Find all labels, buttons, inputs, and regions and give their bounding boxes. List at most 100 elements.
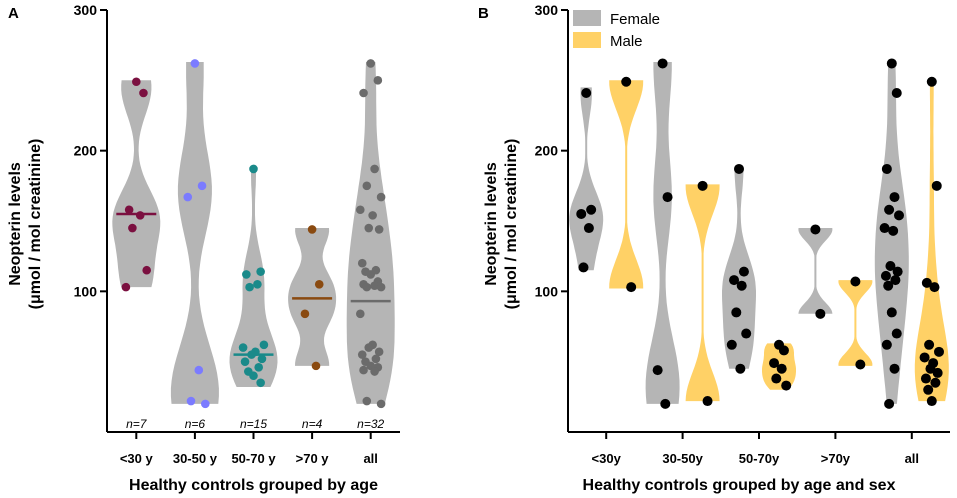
data-point [186, 396, 196, 406]
data-point [884, 398, 895, 409]
y-tick-label: 300 [535, 2, 559, 18]
data-point [731, 307, 742, 318]
data-point [891, 87, 902, 98]
data-point [253, 280, 262, 289]
data-point [702, 396, 713, 407]
panel-letter-b: B [478, 5, 489, 22]
data-point [889, 192, 900, 203]
data-point [356, 309, 365, 319]
data-point [366, 270, 376, 279]
y-axis-title: Neopterin levels (μmol / mol creatinine) [7, 139, 44, 310]
data-point [249, 164, 258, 174]
n-label: n=7 [126, 417, 148, 431]
data-point [921, 277, 932, 288]
data-point [183, 192, 193, 202]
data-point [370, 367, 379, 376]
data-point [242, 270, 251, 279]
data-point [247, 350, 256, 359]
data-point [781, 380, 792, 391]
data-point [741, 328, 752, 339]
data-point [356, 205, 365, 215]
data-point [734, 163, 744, 174]
legend-swatch [573, 32, 601, 48]
data-point [256, 267, 265, 276]
data-point [886, 58, 897, 69]
violin-female [798, 228, 833, 314]
data-point [190, 59, 200, 68]
violin [346, 62, 395, 404]
data-point [884, 204, 895, 215]
data-point [240, 357, 250, 366]
data-point [254, 362, 263, 372]
data-point [370, 281, 379, 291]
data-point [776, 363, 787, 374]
violin [229, 170, 278, 387]
legend: Female Male [573, 10, 660, 50]
y-axis-title-line1: Neopterin levels [7, 162, 24, 286]
data-point [132, 77, 141, 87]
n-label: n=15 [240, 417, 267, 431]
data-point [139, 88, 148, 98]
legend-label: Male [610, 33, 643, 50]
panel-letter-a: A [8, 5, 19, 22]
data-point [850, 276, 861, 287]
data-point [926, 76, 937, 87]
data-point [662, 192, 673, 203]
data-point [930, 377, 941, 388]
legend-label: Female [610, 11, 660, 28]
data-point [735, 363, 746, 374]
data-point [197, 181, 207, 191]
data-point [810, 224, 821, 235]
data-point [885, 261, 896, 272]
x-tick-label: 30-50y [662, 451, 703, 466]
data-point [364, 223, 374, 233]
data-point [357, 350, 367, 359]
data-point [771, 373, 782, 384]
legend-swatch [573, 10, 601, 26]
data-point [257, 354, 267, 364]
data-point [142, 265, 151, 275]
data-point [364, 343, 374, 352]
data-point [736, 280, 747, 291]
data-point [697, 180, 708, 191]
data-point [121, 282, 131, 292]
data-point [769, 358, 780, 369]
data-point [660, 398, 671, 409]
x-tick-label: >70y [821, 451, 851, 466]
data-point [881, 339, 892, 350]
data-point [245, 282, 254, 292]
data-point [890, 275, 901, 286]
data-point [307, 225, 317, 234]
data-point [357, 258, 367, 268]
data-point [368, 211, 377, 220]
n-label: n=6 [185, 417, 206, 431]
data-point [932, 367, 943, 378]
data-point [578, 262, 589, 273]
data-point [888, 225, 899, 236]
data-point [376, 399, 386, 409]
data-point [359, 365, 368, 375]
data-point [374, 225, 384, 234]
violin-female [645, 62, 680, 404]
data-point [729, 275, 740, 286]
violin-female [722, 167, 756, 369]
y-tick-label: 200 [74, 143, 98, 159]
x-tick-label: all [363, 451, 377, 466]
data-point [621, 76, 632, 87]
data-point [370, 164, 379, 174]
data-point [362, 282, 372, 292]
data-point [362, 181, 372, 191]
y-tick-label: 100 [535, 283, 559, 299]
x-tick-label: all [905, 451, 919, 466]
x-axis-title: Healthy controls grouped by age and sex [583, 477, 896, 494]
data-point [726, 339, 737, 350]
data-point [924, 339, 935, 350]
data-point [576, 208, 587, 219]
data-point [929, 282, 940, 293]
data-point [926, 396, 937, 407]
data-point [259, 340, 269, 350]
data-point [919, 352, 930, 363]
data-point [135, 211, 145, 220]
data-point [249, 371, 258, 381]
